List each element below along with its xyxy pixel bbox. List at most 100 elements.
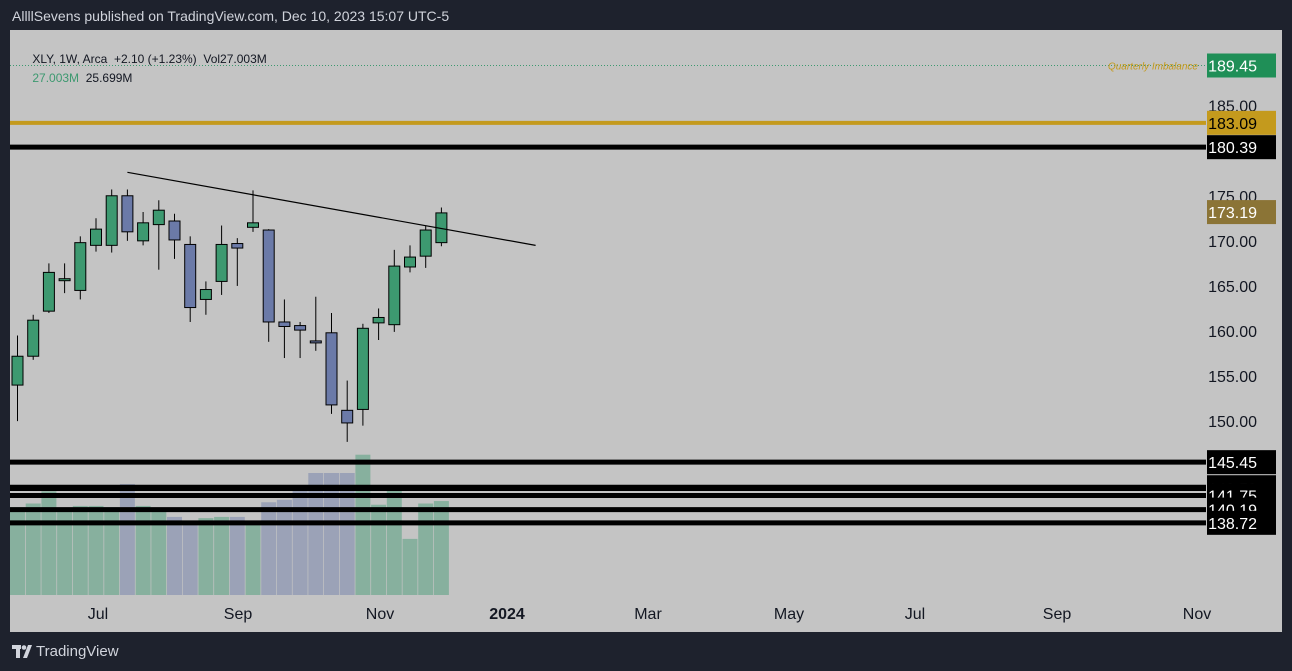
volume-bar [339, 473, 355, 595]
footer-bar: TradingView [0, 633, 1292, 671]
x-tick-label: Sep [224, 606, 253, 623]
volume-bar [418, 503, 434, 595]
x-tick-label: Mar [634, 606, 662, 623]
volume-bar [198, 518, 214, 595]
candle-body [294, 325, 307, 331]
volume-bar [276, 499, 292, 595]
candle-body [152, 209, 165, 226]
x-tick-label: 2024 [489, 606, 525, 623]
volume-bar [386, 488, 402, 595]
candle-body [419, 229, 432, 257]
volume-bar [245, 524, 261, 595]
x-tick-label: Jul [905, 606, 925, 623]
volume-bar [261, 502, 277, 595]
candle-body [278, 321, 291, 327]
candle-body [137, 222, 150, 242]
price-badge-label: 145.45 [1208, 455, 1257, 472]
candle-body [231, 243, 244, 249]
volume-bar [41, 491, 57, 595]
y-tick-label: 170.00 [1208, 234, 1257, 251]
tradingview-logo-icon [12, 645, 32, 658]
volume-bar [167, 516, 182, 595]
legend-volume-ma: 25.699M [85, 71, 133, 85]
level-lines: Quarterly Imbalance [10, 62, 1206, 526]
price-badge-label: 189.45 [1208, 59, 1257, 76]
axes: 185.00175.00170.00165.00160.00155.00150.… [88, 53, 1276, 623]
price-badge-bg [1207, 53, 1276, 78]
volume-bar [135, 505, 151, 595]
candles [11, 171, 536, 442]
candle-body [247, 222, 259, 228]
volume-bar [151, 509, 167, 595]
volume-bar [25, 503, 41, 595]
candle-body [184, 243, 197, 309]
candle-body [356, 327, 369, 410]
footer-brand: TradingView [36, 643, 119, 660]
price-badge: 180.39 [1207, 135, 1276, 160]
candle-body [199, 289, 212, 300]
y-tick-label: 155.00 [1208, 369, 1257, 386]
legend-volume-value: 27.003M [32, 71, 80, 85]
candle-body [262, 229, 275, 323]
candle-body [341, 409, 354, 424]
price-badge-bg [1207, 135, 1276, 160]
price-badge-label: 180.39 [1208, 140, 1257, 157]
candle-body [215, 243, 228, 282]
volume-bar [229, 516, 245, 595]
volume-bar [324, 473, 339, 595]
volume-bar [10, 507, 25, 595]
price-badge-label: 183.09 [1208, 116, 1257, 133]
legend-line-1: XLY, 1W, Arca +2.10 (+1.23%) Vol27.003M [19, 38, 267, 80]
x-tick-label: Jul [88, 606, 108, 623]
y-tick-label: 150.00 [1208, 414, 1257, 431]
publish-header: AllllSevens published on TradingView.com… [0, 0, 1292, 30]
volume-bar [72, 505, 88, 595]
candle-body [388, 265, 401, 326]
price-badge-bg [1207, 510, 1276, 535]
price-badge-label: 138.72 [1208, 516, 1257, 533]
candle-body [309, 340, 322, 344]
price-chart[interactable]: Quarterly Imbalance185.00175.00170.00165… [10, 30, 1282, 632]
legend-symbol[interactable]: XLY, 1W, Arca [32, 52, 108, 66]
price-badge-bg [1207, 450, 1276, 475]
x-tick-label: May [774, 606, 804, 623]
price-badge: 189.45 [1207, 53, 1276, 78]
volume-bar [104, 507, 120, 595]
legend-line-2: 27.003M 25.699M [19, 57, 132, 99]
candle-body [168, 220, 181, 241]
volume-bar [402, 538, 418, 595]
chart-panel[interactable]: Quarterly Imbalance 185.00 175.00 170.00 165… [10, 30, 1282, 632]
candle-body [90, 228, 102, 246]
candle-body [325, 332, 338, 406]
x-tick-label: Sep [1043, 606, 1072, 623]
y-tick-label: 160.00 [1208, 324, 1257, 341]
price-badge-bg [1207, 110, 1276, 135]
price-badge: 173.19 [1207, 200, 1276, 225]
volume-bar [88, 505, 104, 595]
volume-bar [433, 501, 449, 595]
price-badge-bg [1207, 200, 1276, 225]
volume-bar [182, 521, 198, 595]
candle-body [58, 278, 71, 282]
price-badge: 138.72 [1207, 510, 1276, 535]
volume-bar [119, 483, 135, 595]
volume-bar [292, 490, 308, 595]
candle-body [105, 195, 118, 246]
volume-bar [57, 508, 73, 595]
y-tick-label: 165.00 [1208, 279, 1257, 296]
price-badge: 145.45 [1207, 450, 1276, 475]
candle-body [42, 271, 55, 312]
candle-body [121, 195, 134, 233]
legend-volume: Vol27.003M [203, 52, 267, 66]
volume-bar [214, 516, 230, 595]
x-tick-label: Nov [366, 606, 394, 623]
volume-bar [308, 473, 324, 595]
x-tick-label: Nov [1183, 606, 1211, 623]
price-badge: 183.09 [1207, 110, 1276, 135]
level-annotation: Quarterly Imbalance [1108, 62, 1198, 73]
volume-bar [371, 504, 387, 595]
trendline [127, 171, 536, 246]
legend-change: +2.10 (+1.23%) [113, 52, 197, 66]
candle-body [74, 242, 87, 291]
candle-body [11, 355, 24, 386]
